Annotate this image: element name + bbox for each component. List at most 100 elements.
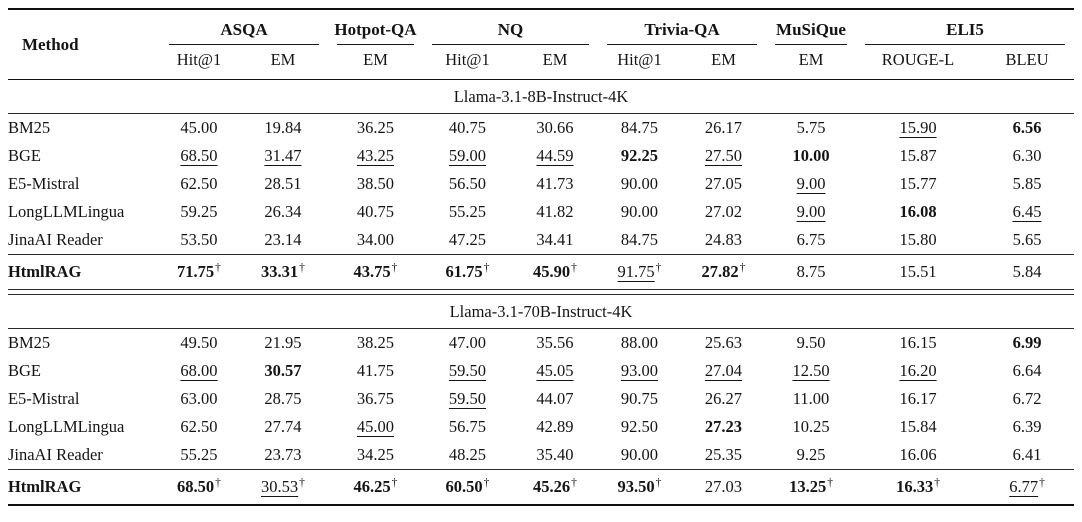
metric-value: 90.00 (620, 202, 659, 221)
metric-cell: 62.50 (160, 170, 238, 198)
metric-value: 6.99 (1012, 333, 1042, 352)
table-header: Method ASQA Hotpot-QA NQ Trivia-QA MuSiQue ELI… (7, 9, 1075, 80)
metric-cell: 25.35 (681, 441, 766, 470)
method-name: HtmlRAG (7, 469, 160, 505)
metric-value: 42.89 (536, 417, 574, 436)
metric-value: 15.84 (899, 417, 937, 436)
metric-cell: 21.95 (238, 329, 328, 358)
metric-value: 6.77 (1009, 477, 1039, 496)
group-header-musique: MuSiQue (766, 9, 856, 45)
metric-value: 45.26 (533, 477, 571, 496)
metric-value: 27.82 (701, 262, 739, 281)
metric-value: 41.73 (536, 174, 574, 193)
metric-value: 30.53 (261, 477, 299, 496)
metric-value: 10.25 (792, 417, 830, 436)
metric-cell: 28.51 (238, 170, 328, 198)
group-underline-rule (168, 44, 319, 45)
metric-column-header-musique-em: EM (766, 45, 856, 80)
method-column-header: Method (7, 9, 160, 80)
metric-value: 23.73 (264, 445, 302, 464)
metric-cell: 68.00 (160, 357, 238, 385)
method-name: E5-Mistral (7, 389, 80, 408)
method-row: JinaAI Reader 55.25 23.73 34.25 48.25 35.40 90… (8, 441, 1074, 470)
metric-cell: 34.25 (328, 441, 423, 470)
metric-value: 59.50 (448, 389, 487, 408)
metric-cell: 27.74 (238, 413, 328, 441)
metric-value: 34.25 (356, 445, 395, 464)
metric-cell: 15.80 (856, 226, 980, 255)
metric-cell: 5.84 (980, 254, 1075, 290)
highlight-method-row: HtmlRAG 71.75† 33.31† 43.75† 61.75† 45.90† 91.… (7, 254, 1075, 290)
metric-cell: 68.50† (159, 469, 238, 505)
section-title: Llama-3.1-70B-Instruct-4K (7, 294, 1075, 329)
metric-cell: 90.00 (598, 170, 681, 198)
metric-value: 11.00 (792, 389, 830, 408)
metric-cell: 44.59 (512, 142, 598, 170)
group-underline-rule (775, 44, 847, 45)
metric-cell: 27.50 (681, 142, 766, 170)
metric-value: 68.50 (177, 477, 215, 496)
metric-value: 9.00 (796, 174, 826, 193)
metric-cell: 6.99 (980, 329, 1074, 358)
metric-cell: 56.50 (423, 170, 512, 198)
metric-value: 93.00 (620, 361, 659, 380)
metric-value: 40.75 (448, 118, 487, 137)
group-header-label: Hotpot-QA (334, 20, 417, 39)
metric-cell: 45.05 (512, 357, 598, 385)
metric-cell: 16.06 (856, 441, 980, 470)
metric-value: 90.75 (620, 389, 659, 408)
method-row: BGE 68.00 30.57 41.75 59.50 45.05 93.00 27.04 12… (8, 357, 1074, 385)
dagger-mark: † (571, 476, 577, 489)
double-rule-cell (7, 289, 1075, 295)
dagger-mark: † (483, 476, 490, 489)
section-header-row: Llama-3.1-8B-Instruct-4K (7, 79, 1075, 114)
metric-cell: 47.00 (423, 329, 512, 358)
metric-value: 49.50 (180, 333, 218, 352)
metric-cell: 61.75† (422, 254, 512, 290)
dagger-mark: † (655, 261, 662, 274)
metric-cell: 40.75 (328, 198, 423, 226)
metric-value: 9.25 (796, 445, 826, 464)
metric-cell: 8.75 (766, 254, 856, 290)
metric-value: 15.77 (899, 174, 937, 193)
metric-value: 48.25 (448, 445, 487, 464)
metric-cell: 16.08 (856, 198, 980, 226)
metric-cell: 43.75† (327, 254, 423, 290)
method-name: JinaAI Reader (7, 445, 103, 464)
metric-cell: 59.00 (423, 142, 512, 170)
metric-value: 6.64 (1012, 361, 1042, 380)
metric-cell: 34.00 (328, 226, 423, 255)
metric-value: 31.47 (264, 146, 302, 165)
metric-cell: 35.56 (512, 329, 598, 358)
double-rule-spacer (7, 289, 1075, 295)
metric-cell: 91.75† (597, 254, 681, 290)
metric-value: 36.25 (356, 118, 395, 137)
metric-value: 71.75 (177, 262, 215, 281)
metric-cell: 60.50† (422, 469, 512, 505)
method-name: BGE (7, 361, 41, 380)
metric-cell: 49.50 (160, 329, 238, 358)
dagger-mark: † (391, 261, 398, 274)
metric-cell: 45.26† (511, 469, 598, 505)
metric-value: 26.17 (704, 118, 743, 137)
metric-value: 9.50 (796, 333, 826, 352)
metric-value: 30.66 (536, 118, 574, 137)
metric-cell: 15.87 (856, 142, 980, 170)
dagger-mark: † (655, 476, 662, 489)
metric-cell: 25.63 (681, 329, 766, 358)
metric-value: 47.25 (448, 230, 487, 249)
metric-cell: 16.17 (856, 385, 980, 413)
metric-cell: 93.50† (597, 469, 681, 505)
table-body: Llama-3.1-8B-Instruct-4K BM25 45.00 19.84 36… (7, 79, 1075, 505)
method-row: E5-Mistral 63.00 28.75 36.75 59.50 44.07 90.75… (8, 385, 1074, 413)
metric-cell: 6.30 (980, 142, 1074, 170)
metric-cell: 5.65 (980, 226, 1074, 255)
metric-cell: 6.45 (980, 198, 1074, 226)
metric-cell: 6.56 (980, 114, 1074, 143)
metric-cell: 55.25 (160, 441, 238, 470)
metric-cell: 9.00 (766, 170, 856, 198)
metric-value: 25.63 (704, 333, 743, 352)
metric-cell: 38.25 (328, 329, 423, 358)
metric-value: 27.05 (704, 174, 743, 193)
metric-value: 33.31 (261, 262, 299, 281)
